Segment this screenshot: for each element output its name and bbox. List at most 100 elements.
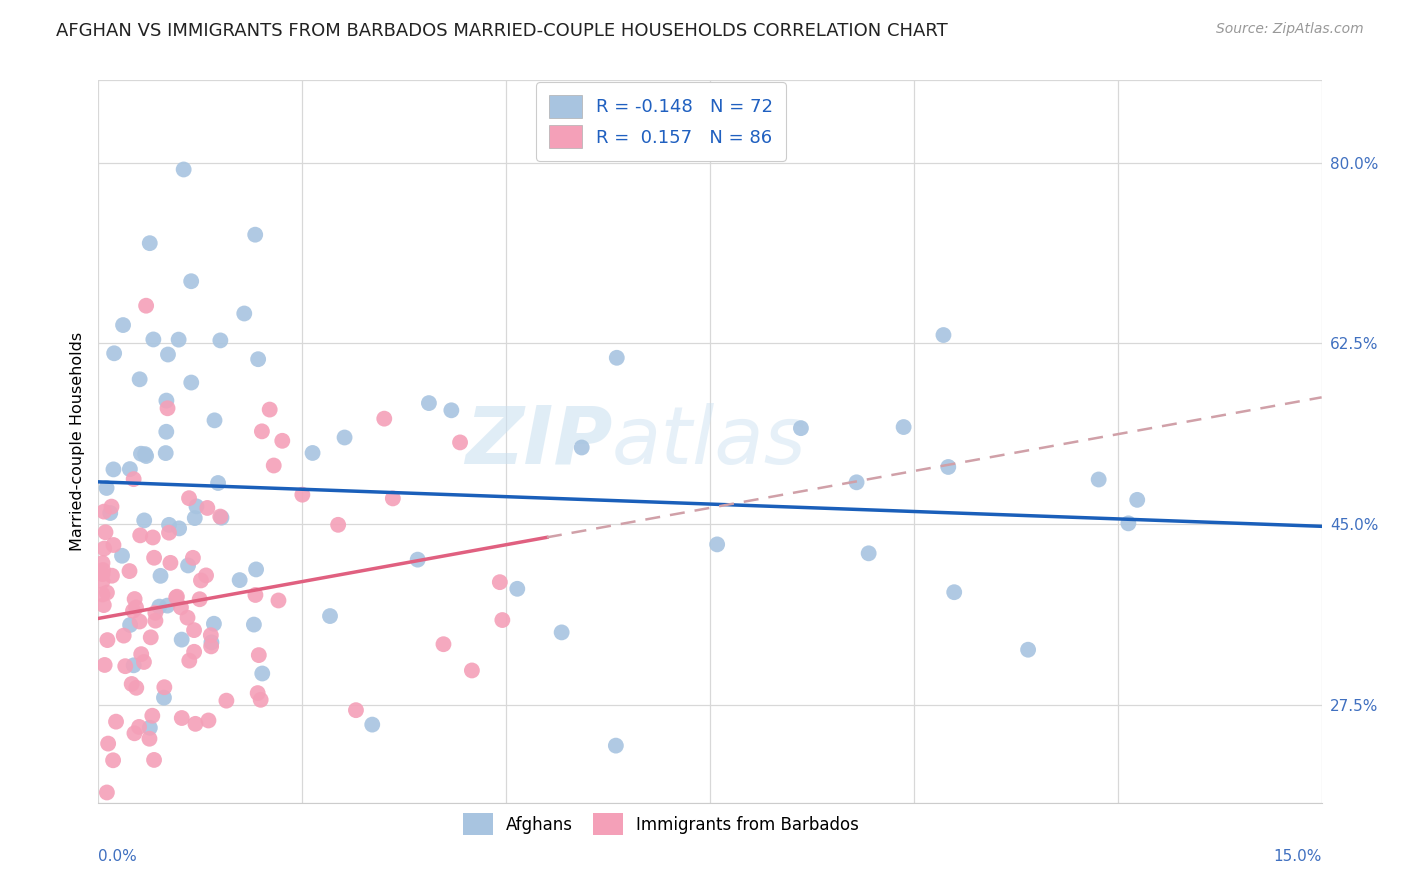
Point [93,657,115,672]
Point [250,425,273,439]
Point [122,658,145,673]
Point [344,703,367,717]
Point [1126,492,1149,507]
Point [156,347,179,361]
Point [186,500,208,514]
Point [91,574,114,589]
Point [112,318,135,332]
Point [153,690,176,705]
Point [249,693,271,707]
Point [91,556,114,570]
Point [209,334,232,348]
Point [488,575,510,590]
Point [128,615,150,629]
Point [165,591,187,605]
Y-axis label: Married-couple Households: Married-couple Households [69,332,84,551]
Point [1118,516,1140,531]
Point [228,573,250,587]
Point [184,511,207,525]
Point [111,549,134,563]
Point [124,592,146,607]
Point [143,606,166,620]
Point [606,351,628,365]
Point [491,613,513,627]
Point [167,333,190,347]
Point [858,546,880,560]
Point [167,521,190,535]
Point [211,510,233,524]
Point [93,505,115,519]
Point [170,711,193,725]
Point [114,659,136,673]
Point [461,664,484,678]
Point [149,569,172,583]
Point [845,475,868,490]
Point [183,645,205,659]
Point [180,376,202,390]
Point [122,472,145,486]
Point [706,537,728,551]
Point [271,434,294,448]
Point [141,708,163,723]
Point [605,739,627,753]
Point [96,481,118,495]
Text: Source: ZipAtlas.com: Source: ZipAtlas.com [1216,22,1364,37]
Point [156,401,179,416]
Point [103,462,125,476]
Point [156,599,179,613]
Point [124,726,146,740]
Point [96,785,118,799]
Point [91,567,114,582]
Point [93,541,115,556]
Point [233,306,256,320]
Point [128,372,150,386]
Point [181,550,204,565]
Point [381,491,404,506]
Point [200,640,222,654]
Point [139,631,162,645]
Point [319,609,342,624]
Point [207,475,229,490]
Point [100,500,122,514]
Point [170,632,193,647]
Point [301,446,323,460]
Point [200,635,222,649]
Point [125,600,148,615]
Point [943,585,966,599]
Point [103,346,125,360]
Text: 15.0%: 15.0% [1274,849,1322,864]
Point [195,568,218,582]
Point [432,637,454,651]
Point [333,430,356,444]
Point [179,654,201,668]
Point [1017,642,1039,657]
Point [183,623,205,637]
Point [361,717,384,731]
Legend: Afghans, Immigrants from Barbados: Afghans, Immigrants from Barbados [456,806,866,841]
Point [173,162,195,177]
Point [118,564,141,578]
Point [155,446,177,460]
Point [96,585,118,599]
Point [243,617,266,632]
Point [326,517,349,532]
Point [373,411,395,425]
Point [204,413,226,427]
Text: ZIP: ZIP [465,402,612,481]
Point [91,563,114,577]
Point [120,618,142,632]
Point [932,328,955,343]
Point [135,449,157,463]
Point [121,677,143,691]
Point [118,462,141,476]
Point [112,629,135,643]
Point [98,506,121,520]
Point [101,568,124,582]
Point [101,753,124,767]
Point [936,460,959,475]
Point [209,509,232,524]
Point [177,558,200,573]
Point [215,693,238,707]
Point [132,655,155,669]
Point [170,600,193,615]
